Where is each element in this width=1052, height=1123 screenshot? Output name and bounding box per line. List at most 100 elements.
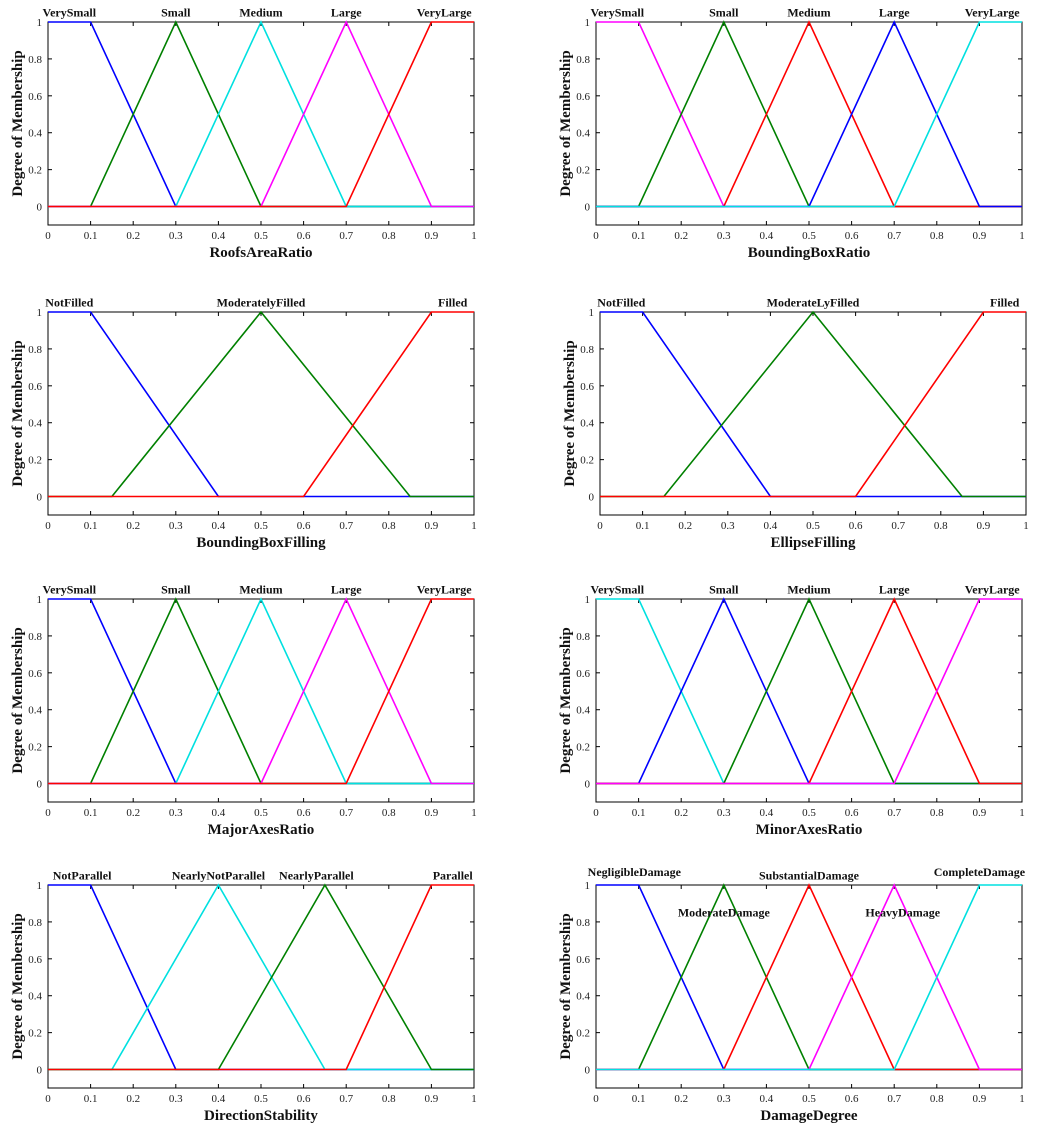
x-axis-label: DamageDegree [760, 1108, 858, 1123]
x-tick-label: 0.8 [382, 1093, 396, 1105]
y-tick-label: 1 [585, 880, 591, 892]
y-tick-label: 0 [589, 492, 595, 504]
series-label: Small [709, 5, 739, 19]
series-label: SubstantialDamage [759, 868, 860, 882]
series-label: Medium [787, 582, 830, 596]
x-tick-label: 0.5 [254, 520, 268, 532]
y-tick-label: 0.2 [576, 1028, 590, 1040]
x-tick-label: 1 [471, 807, 477, 819]
x-tick-label: 0.4 [212, 1093, 226, 1105]
y-axis-label: Degree of Membership [562, 340, 578, 486]
y-tick-label: 1 [37, 307, 43, 319]
x-tick-label: 0.3 [717, 1093, 731, 1105]
y-tick-label: 0.2 [28, 455, 42, 467]
x-tick-label: 1 [471, 520, 477, 532]
series-label: VerySmall [591, 582, 645, 596]
series-label: Large [331, 5, 362, 19]
x-tick-label: 1 [1019, 230, 1025, 242]
series-line-ModerateDamage [596, 883, 1022, 1071]
x-tick-label: 0.1 [84, 807, 98, 819]
x-tick-label: 1 [1023, 520, 1029, 532]
x-axis-label: BoundingBoxRatio [748, 245, 871, 260]
series-line-NotFilled [48, 311, 474, 498]
series-label: NearlyParallel [279, 868, 354, 882]
series-line-Small [48, 20, 474, 208]
x-tick-label: 0 [593, 230, 599, 242]
y-tick-label: 0.4 [576, 991, 590, 1003]
y-tick-label: 1 [37, 17, 43, 29]
chart-panel-3: 0 0.1 0.2 0.3 0.4 0.5 0.6 0.7 0.8 0.9 1 0 0.2 0.4 0.6 0… [10, 295, 477, 550]
x-tick-label: 0.1 [84, 230, 98, 242]
series-line-Medium [596, 597, 1022, 785]
x-tick-label: 0.3 [169, 807, 183, 819]
x-tick-label: 0.5 [254, 230, 268, 242]
y-tick-label: 0.2 [576, 742, 590, 754]
x-tick-label: 0.6 [297, 230, 311, 242]
y-tick-label: 1 [585, 17, 591, 29]
y-tick-label: 0.4 [580, 418, 594, 430]
y-axis-label: Degree of Membership [10, 340, 26, 486]
x-tick-label: 0.1 [636, 520, 650, 532]
series-label: VeryLarge [417, 5, 473, 19]
y-tick-label: 0 [37, 202, 43, 214]
y-tick-label: 0.4 [28, 705, 42, 717]
series-label: Large [879, 582, 910, 596]
y-axis-label: Degree of Membership [10, 913, 26, 1059]
x-tick-label: 1 [1019, 807, 1025, 819]
x-axis-label: MajorAxesRatio [208, 822, 315, 837]
x-tick-label: 0.3 [717, 807, 731, 819]
y-tick-label: 0 [585, 779, 591, 791]
x-tick-label: 0.5 [802, 807, 816, 819]
x-tick-label: 0.4 [760, 230, 774, 242]
x-tick-label: 0.4 [764, 520, 778, 532]
chart-panel-2: 0 0.1 0.2 0.3 0.4 0.5 0.6 0.7 0.8 0.9 1 0 0.2 0.4 0.6 0… [558, 5, 1025, 260]
x-tick-label: 0.3 [169, 1093, 183, 1105]
series-line-Medium [596, 20, 1022, 208]
series-line-VerySmall [596, 21, 1022, 208]
x-tick-label: 0.7 [887, 807, 901, 819]
series-line-VeryLarge [48, 598, 474, 785]
series-line-CompleteDamage [596, 884, 1022, 1071]
series-label: CompleteDamage [934, 865, 1026, 879]
series-line-NearlyParallel [48, 883, 474, 1071]
x-tick-label: 0.7 [887, 230, 901, 242]
series-line-ModeratelyFilled [48, 310, 474, 498]
x-tick-label: 0.4 [212, 807, 226, 819]
series-label: Large [331, 582, 362, 596]
x-tick-label: 0.8 [930, 807, 944, 819]
y-tick-label: 0.2 [28, 742, 42, 754]
series-line-VeryLarge [48, 21, 474, 208]
x-tick-label: 0 [593, 1093, 599, 1105]
x-tick-label: 0.6 [845, 1093, 859, 1105]
series-line-Medium [48, 20, 474, 208]
y-tick-label: 0.6 [576, 668, 590, 680]
x-tick-label: 0.1 [632, 807, 646, 819]
y-tick-label: 0.8 [28, 631, 42, 643]
x-tick-label: 0.7 [887, 1093, 901, 1105]
x-tick-label: 0.1 [84, 1093, 98, 1105]
series-label: Parallel [433, 868, 474, 882]
x-tick-label: 0.3 [717, 230, 731, 242]
y-tick-label: 0.2 [28, 1028, 42, 1040]
y-tick-label: 0 [37, 779, 43, 791]
x-tick-label: 0.7 [339, 807, 353, 819]
x-tick-label: 0.1 [84, 520, 98, 532]
y-tick-label: 0 [37, 1065, 43, 1077]
x-tick-label: 0.6 [297, 1093, 311, 1105]
x-axis-label: MinorAxesRatio [756, 822, 863, 837]
series-label: NearlyNotParallel [172, 868, 266, 882]
x-tick-label: 0.5 [254, 807, 268, 819]
x-tick-label: 1 [1019, 1093, 1025, 1105]
x-tick-label: 0.8 [930, 1093, 944, 1105]
y-tick-label: 0.8 [576, 54, 590, 66]
plot-frame [47, 598, 475, 803]
y-tick-label: 0.6 [28, 668, 42, 680]
series-label: Small [161, 582, 191, 596]
x-tick-label: 0.8 [934, 520, 948, 532]
x-tick-label: 0 [45, 807, 51, 819]
x-tick-label: 0.9 [425, 1093, 439, 1105]
series-line-Parallel [48, 884, 474, 1071]
series-line-Large [48, 20, 474, 208]
x-tick-label: 0.9 [973, 230, 987, 242]
x-tick-label: 0.6 [849, 520, 863, 532]
